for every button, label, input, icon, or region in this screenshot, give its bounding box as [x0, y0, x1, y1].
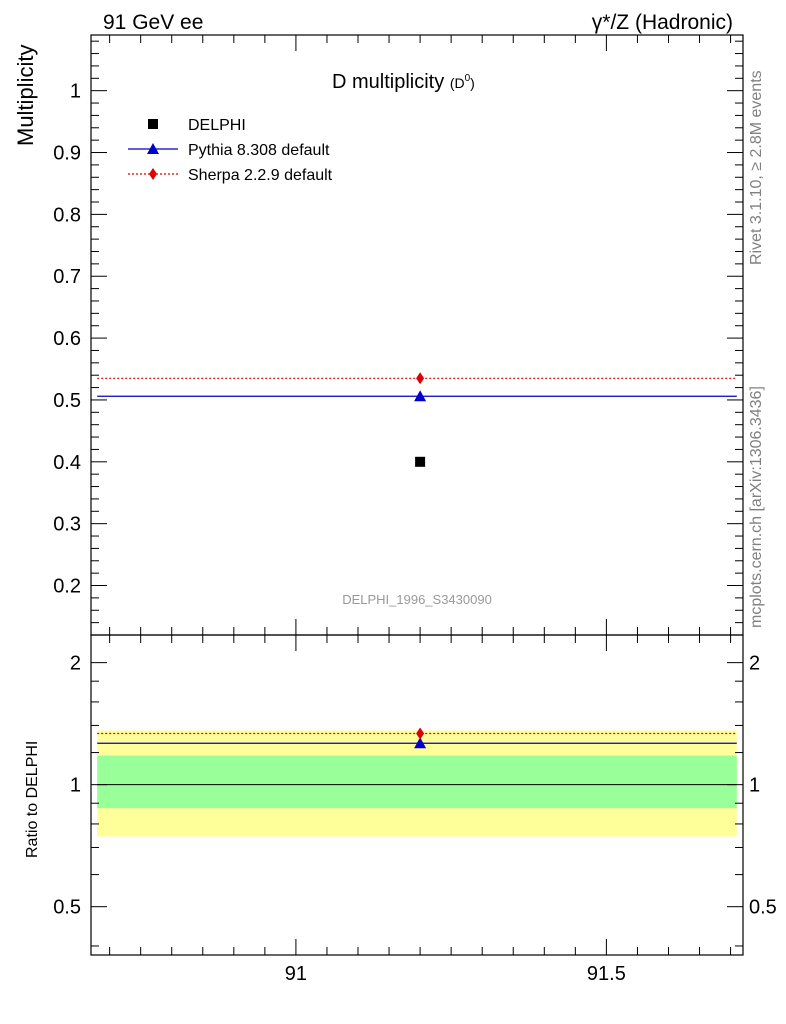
data-point-sherpa-2-2-9-default	[416, 372, 425, 385]
chart-title-close: )	[470, 75, 475, 91]
main-ytick-label: 0.3	[53, 514, 81, 536]
ratio-point-sherpa-2-2-9-default	[416, 727, 425, 740]
data-point-pythia-8-308-default	[414, 390, 427, 402]
uncertainty-band-inner	[97, 755, 737, 809]
mcplots-label: mcplots.cern.ch [arXiv:1306.3436]	[748, 386, 765, 628]
ratio-ytick-label-right: 1	[749, 775, 760, 797]
main-ytick-label: 0.8	[53, 204, 81, 226]
main-ytick-label: 0.9	[53, 143, 81, 165]
legend-label: Pythia 8.308 default	[188, 142, 330, 159]
legend-marker	[147, 143, 159, 154]
xtick-label: 91.5	[587, 963, 626, 985]
ratio-panel: 0.5 0.5 1 1 2 2 91 91.5	[53, 634, 777, 985]
main-ytick-label: 0.5	[53, 390, 81, 412]
data-point-delphi	[415, 456, 426, 467]
legend-label: Sherpa 2.2.9 default	[188, 167, 333, 184]
header-right-prefix: γ*/Z	[592, 11, 630, 34]
main-ytick-label: 0.2	[53, 576, 81, 598]
ratio-ytick-label-right: 0.5	[749, 897, 777, 919]
rivet-version-label: Rivet 3.1.10, ≥ 2.8M events	[748, 70, 765, 265]
header-right-suffix: (Hadronic)	[635, 11, 733, 34]
ratio-ytick-label-left: 2	[70, 653, 81, 675]
ratio-frame	[90, 634, 744, 956]
legend: DELPHI Pythia 8.308 default Sherpa 2.2.9 d…	[128, 117, 333, 184]
main-ylabel: Multiplicity	[13, 45, 38, 146]
analysis-watermark: DELPHI_1996_S3430090	[342, 592, 492, 607]
main-panel: D multiplicity (D0) DELPHI_1996_S3430090…	[53, 34, 744, 636]
chart-title-sub: (D	[450, 75, 465, 91]
header-right: γ*/Z (Hadronic)	[592, 11, 733, 34]
xtick-label: 91	[285, 963, 307, 985]
chart-title-sup: 0	[465, 73, 471, 84]
ratio-ytick-label-left: 1	[70, 775, 81, 797]
header-left: 91 GeV ee	[103, 11, 203, 34]
chart-title: D multiplicity (D0)	[332, 71, 475, 93]
ratio-ylabel: Ratio to DELPHI	[24, 741, 41, 858]
main-ytick-label: 0.4	[53, 452, 81, 474]
main-ytick-label: 0.6	[53, 328, 81, 350]
ratio-ytick-label-right: 2	[749, 653, 760, 675]
legend-marker	[148, 119, 158, 129]
main-ytick-label: 0.7	[53, 266, 81, 288]
legend-marker	[149, 168, 157, 180]
ratio-point-pythia-8-308-default	[414, 737, 427, 749]
legend-label: DELPHI	[188, 117, 246, 134]
chart-title-main: D multiplicity	[332, 71, 444, 93]
ratio-ytick-label-left: 0.5	[53, 897, 81, 919]
main-ytick-label: 1	[70, 81, 81, 103]
